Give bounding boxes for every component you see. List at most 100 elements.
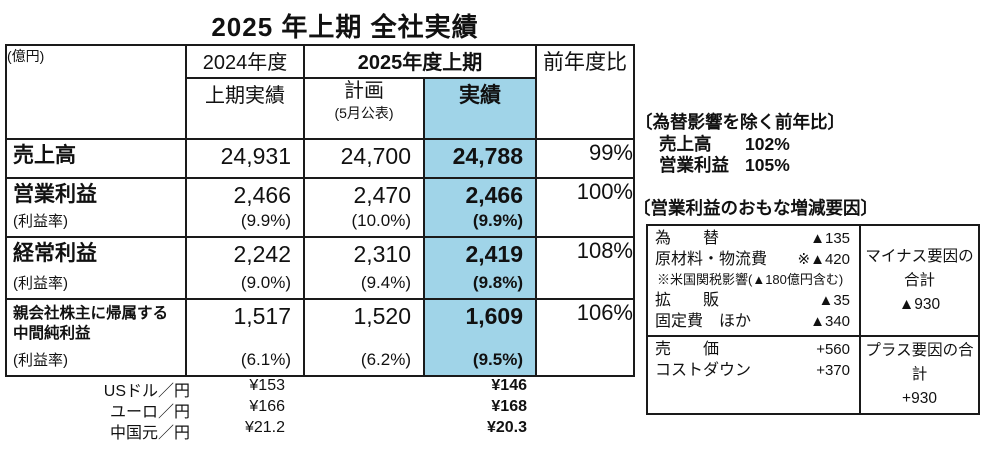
minus-factors-list: 為 替 ▲135 原材料・物流費 ※▲420 ※米国関税影響(▲180億円含む)… (648, 226, 861, 335)
plus-total-label: プラス要因の合計 (865, 342, 974, 383)
value-pct: (9.4%) (360, 273, 411, 293)
factor-label: コストダウン (655, 362, 752, 379)
row-label: 営業利益 (13, 183, 97, 206)
results-table: (億円) 2024年度 2025年度上期 前年度比 上期実績 計画 (5月公表)… (5, 44, 635, 377)
value-plan: 1,520 (6.2%) (303, 298, 425, 377)
fx-note-value: 105% (745, 155, 790, 176)
plus-factors-section: 売 価 +560 コストダウン +370 プラス要因の合計 +930 (648, 335, 978, 413)
factor-label: 為 替 (655, 230, 720, 247)
table-row-net-profit: 親会社株主に帰属する 中間純利益 (利益率) 1,517 (6.1%) 1,52… (5, 298, 635, 377)
fx-note-sales: 売上高 102% (659, 134, 845, 155)
value-actual: 1,609 (9.5%) (423, 298, 537, 377)
value-pct: (9.8%) (472, 273, 523, 293)
minus-total-label: マイナス要因の合計 (865, 247, 974, 289)
fx-note-label: 営業利益 (659, 155, 729, 176)
value-pct: (6.2%) (360, 350, 411, 370)
fx-rate-row-eur: ユーロ／円 ¥166 ¥168 (0, 398, 560, 421)
factors-table: 為 替 ▲135 原材料・物流費 ※▲420 ※米国関税影響(▲180億円含む)… (646, 224, 980, 415)
row-label: 売上高 (13, 144, 76, 167)
page-title: 2025 年上期 全社実績 (211, 12, 479, 42)
value-fy2024: 2,466 (9.9%) (185, 177, 305, 238)
factors-heading: 〔営業利益のおもな増減要因〕 (633, 198, 878, 218)
value-fy2024: 2,242 (9.0%) (185, 236, 305, 300)
fx-rate-label: USドル／円 (103, 383, 190, 400)
value-number: 24,700 (340, 143, 411, 169)
value-plan: 2,470 (10.0%) (303, 177, 425, 238)
value-fy2024: 24,931 (185, 138, 305, 179)
fx-rate-row-cny: 中国元／円 ¥21.2 ¥20.3 (0, 419, 560, 442)
row-label: 経常利益 (13, 242, 97, 265)
minus-total-cell: マイナス要因の合計 ▲930 (861, 226, 978, 335)
row-sublabel: (利益率) (13, 275, 68, 292)
factor-label: 拡 販 (655, 292, 720, 309)
factor-label: 固定費 ほか (655, 313, 752, 330)
table-row-sales: 売上高 24,931 24,700 24,788 99% (5, 138, 635, 179)
value-plan: 2,310 (9.4%) (303, 236, 425, 300)
row-label-cell: 営業利益 (利益率) (5, 177, 187, 238)
header-plan-label: 計画 (344, 80, 384, 102)
fx-rate-label: ユーロ／円 (109, 404, 190, 421)
value-number: 2,310 (353, 241, 411, 267)
fx-rate-2024: ¥166 (249, 398, 285, 415)
exchange-rates: USドル／円 ¥153 ¥146 ユーロ／円 ¥166 ¥168 中国元／円 ¥… (0, 377, 560, 442)
minus-total-value: ▲930 (898, 295, 941, 313)
factor-label: 売 価 (655, 341, 720, 358)
value-plan: 24,700 (303, 138, 425, 179)
factor-row-fixed-costs: 固定費 ほか ▲340 (655, 311, 855, 332)
plus-total-value: +930 (902, 390, 937, 407)
value-pct: (6.1%) (240, 350, 291, 370)
header-actual: 実績 (423, 77, 537, 140)
fx-rate-actual: ¥168 (491, 398, 527, 415)
factor-row-sales-expansion: 拡 販 ▲35 (655, 290, 855, 311)
value-number: 1,609 (465, 303, 523, 329)
value-number: 2,242 (233, 241, 291, 267)
table-row-operating-profit: 営業利益 (利益率) 2,466 (9.9%) 2,470 (10.0%) 2,… (5, 177, 635, 238)
fx-note-operating-profit: 営業利益 105% (659, 155, 845, 176)
row-label-cell: 経常利益 (利益率) (5, 236, 187, 300)
fx-note-heading: 〔為替影響を除く前年比〕 (635, 112, 845, 132)
factor-value: ※▲420 (797, 251, 850, 268)
fx-rate-row-usd: USドル／円 ¥153 ¥146 (0, 377, 560, 400)
profit-factors-section: 〔営業利益のおもな増減要因〕 為 替 ▲135 原材料・物流費 ※▲420 ※米… (633, 197, 980, 415)
value-pct: (9.9%) (240, 211, 291, 231)
row-sublabel: (利益率) (13, 213, 68, 230)
value-fy2024: 1,517 (6.1%) (185, 298, 305, 377)
fx-rate-2024: ¥21.2 (244, 419, 285, 436)
factor-value: ▲135 (810, 230, 850, 247)
row-sublabel: (利益率) (13, 352, 68, 369)
header-yoy: 前年度比 (535, 44, 635, 140)
plus-factors-list: 売 価 +560 コストダウン +370 (648, 337, 861, 413)
header-plan-sublabel: (5月公表) (334, 105, 394, 121)
fx-note-label: 売上高 (659, 133, 712, 154)
value-number: 2,466 (233, 182, 291, 208)
value-pct: (9.5%) (472, 350, 523, 370)
factor-row-materials: 原材料・物流費 ※▲420 (655, 249, 855, 270)
header-plan: 計画 (5月公表) (303, 77, 425, 140)
row-label-cell: 売上高 (5, 138, 187, 179)
value-number: 2,419 (465, 241, 523, 267)
value-number: 1,517 (233, 303, 291, 329)
minus-factors-section: 為 替 ▲135 原材料・物流費 ※▲420 ※米国関税影響(▲180億円含む)… (648, 226, 978, 335)
factor-row-selling-price: 売 価 +560 (655, 339, 855, 360)
value-yoy: 100% (535, 177, 635, 238)
tariff-impact-note: ※米国関税影響(▲180億円含む) (657, 272, 844, 287)
value-number: 2,466 (465, 182, 523, 208)
header-fy2024: 2024年度 (185, 44, 305, 79)
fx-rate-actual: ¥20.3 (486, 419, 527, 436)
factor-label: 原材料・物流費 (655, 251, 768, 268)
row-label-cell: 親会社株主に帰属する 中間純利益 (利益率) (5, 298, 187, 377)
row-label: 親会社株主に帰属する 中間純利益 (13, 305, 169, 343)
factor-value: +560 (816, 341, 850, 358)
value-yoy: 106% (535, 298, 635, 377)
fx-rate-2024: ¥153 (249, 377, 285, 394)
value-pct: (9.9%) (472, 211, 523, 231)
value-actual: 24,788 (423, 138, 537, 179)
fx-rate-actual: ¥146 (491, 377, 527, 394)
header-fy2025-h1: 2025年度上期 (303, 44, 537, 79)
value-pct: (10.0%) (351, 211, 411, 231)
factor-row-cost-down: コストダウン +370 (655, 360, 855, 381)
factor-row-forex: 為 替 ▲135 (655, 228, 855, 249)
value-yoy: 108% (535, 236, 635, 300)
value-pct: (9.0%) (240, 273, 291, 293)
plus-total-cell: プラス要因の合計 +930 (861, 337, 978, 413)
